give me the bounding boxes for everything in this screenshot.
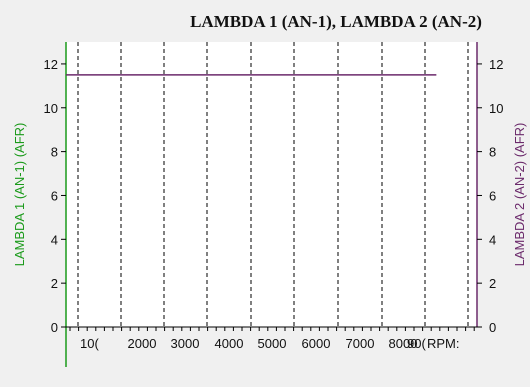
- x-tick-label: 3000: [171, 336, 200, 351]
- x-tick-label: 6000: [302, 336, 331, 351]
- y-tick-label-right: 12: [489, 57, 503, 72]
- x-tick-label: 10(: [80, 336, 99, 351]
- y-axis-label-right: LAMBDA 2 (AN-2) (AFR): [512, 123, 527, 267]
- y-tick-label-left: 12: [44, 57, 58, 72]
- y-tick-label-left: 0: [51, 320, 58, 335]
- chart-title: LAMBDA 1 (AN-1), LAMBDA 2 (AN-2): [190, 12, 482, 31]
- y-tick-label-right: 10: [489, 101, 503, 116]
- y-tick-label-left: 4: [51, 232, 58, 247]
- x-tick-label: RPM:: [427, 336, 460, 351]
- x-tick-label: 5000: [258, 336, 287, 351]
- y-tick-label-right: 0: [489, 320, 496, 335]
- y-axis-label-left: LAMBDA 1 (AN-1) (AFR): [12, 123, 27, 267]
- x-tick-label: 4000: [215, 336, 244, 351]
- plot-area: [66, 42, 477, 327]
- x-tick-label: 8000: [389, 336, 418, 351]
- y-tick-label-left: 6: [51, 188, 58, 203]
- y-tick-label-left: 10: [44, 101, 58, 116]
- y-tick-label-right: 2: [489, 276, 496, 291]
- y-tick-label-left: 2: [51, 276, 58, 291]
- x-tick-label: 2000: [128, 336, 157, 351]
- y-tick-label-right: 4: [489, 232, 496, 247]
- y-tick-label-right: 8: [489, 145, 496, 160]
- y-tick-label-left: 8: [51, 145, 58, 160]
- y-tick-label-right: 6: [489, 188, 496, 203]
- x-tick-label: 90(: [407, 336, 426, 351]
- x-tick-label: 7000: [346, 336, 375, 351]
